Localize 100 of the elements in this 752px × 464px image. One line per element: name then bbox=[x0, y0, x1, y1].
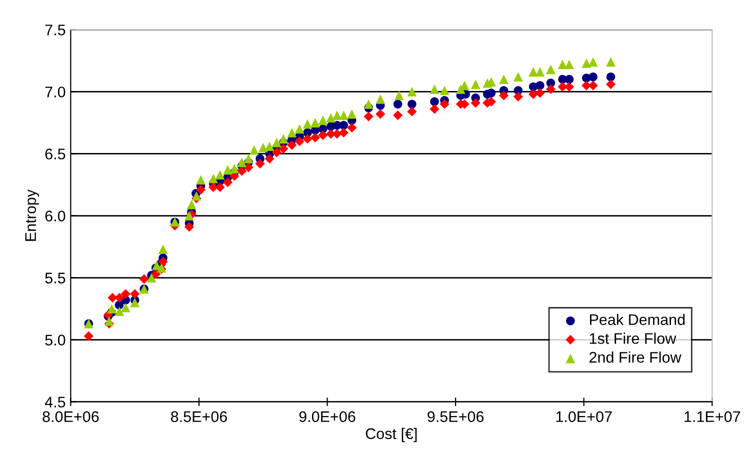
point bbox=[107, 304, 116, 314]
point bbox=[588, 80, 598, 90]
point bbox=[272, 148, 282, 158]
point bbox=[564, 60, 574, 70]
x-tick-label: 9.5E+06 bbox=[428, 411, 484, 422]
point bbox=[588, 57, 598, 67]
point bbox=[196, 184, 206, 195]
point bbox=[440, 99, 450, 109]
point bbox=[287, 140, 297, 150]
x-axis-title: Cost [€] bbox=[366, 428, 417, 442]
point bbox=[278, 134, 288, 144]
point bbox=[151, 269, 161, 279]
point bbox=[332, 110, 342, 120]
point bbox=[440, 86, 450, 96]
point bbox=[393, 100, 402, 109]
point bbox=[114, 306, 124, 316]
point bbox=[430, 84, 440, 94]
legend-label: Peak Demand bbox=[590, 314, 685, 326]
point bbox=[407, 106, 417, 116]
point bbox=[287, 128, 297, 138]
y-tick-label: 6.5 bbox=[45, 148, 66, 160]
point bbox=[108, 292, 118, 302]
point bbox=[393, 110, 403, 120]
point bbox=[364, 99, 374, 109]
point bbox=[215, 182, 225, 192]
point bbox=[222, 177, 233, 188]
point bbox=[302, 119, 312, 129]
point bbox=[146, 273, 156, 282]
point bbox=[264, 154, 274, 164]
point bbox=[294, 124, 304, 134]
point bbox=[294, 136, 304, 146]
point bbox=[364, 112, 374, 122]
point bbox=[582, 58, 592, 68]
point bbox=[237, 166, 247, 176]
point bbox=[244, 162, 254, 172]
point bbox=[310, 118, 320, 128]
point bbox=[407, 87, 417, 96]
point bbox=[120, 289, 130, 299]
point bbox=[332, 129, 342, 139]
point bbox=[104, 316, 114, 326]
point bbox=[588, 72, 598, 82]
point bbox=[186, 200, 196, 210]
point bbox=[347, 122, 357, 132]
point bbox=[244, 154, 254, 164]
point bbox=[606, 57, 616, 67]
point bbox=[84, 331, 94, 341]
point bbox=[564, 82, 574, 92]
point bbox=[430, 97, 439, 106]
point bbox=[408, 100, 416, 109]
y-tick-label: 6.0 bbox=[45, 210, 66, 222]
point bbox=[278, 144, 288, 154]
y-tick-label: 7.5 bbox=[45, 24, 66, 36]
point bbox=[249, 145, 259, 155]
point bbox=[528, 89, 538, 100]
point bbox=[158, 244, 168, 254]
point bbox=[546, 84, 556, 94]
point bbox=[302, 134, 312, 144]
point bbox=[310, 132, 320, 142]
point bbox=[326, 113, 336, 122]
x-tick-label: 1.0E+07 bbox=[556, 411, 612, 422]
point bbox=[120, 302, 130, 312]
point bbox=[258, 142, 268, 152]
y-tick-label: 7.0 bbox=[45, 86, 66, 98]
point bbox=[196, 175, 206, 184]
point bbox=[130, 289, 140, 299]
point bbox=[237, 158, 247, 168]
point bbox=[192, 191, 202, 201]
point bbox=[339, 120, 348, 130]
point bbox=[230, 164, 240, 174]
point bbox=[255, 158, 265, 168]
y-axis-title: Entropy bbox=[25, 189, 40, 241]
point bbox=[184, 222, 194, 232]
x-tick-label: 8.5E+06 bbox=[170, 411, 227, 422]
point bbox=[272, 138, 282, 148]
point bbox=[184, 211, 194, 220]
point bbox=[376, 94, 386, 104]
point bbox=[513, 92, 523, 102]
point bbox=[318, 116, 328, 125]
legend-label: 1st Fire Flow bbox=[590, 332, 676, 344]
point bbox=[208, 174, 218, 184]
y-tick-label: 5.5 bbox=[45, 272, 66, 284]
point bbox=[264, 142, 274, 152]
point bbox=[338, 128, 349, 138]
y-tick-label: 4.5 bbox=[44, 396, 66, 408]
x-tick-label: 1.1E+07 bbox=[684, 411, 740, 422]
point bbox=[114, 292, 124, 302]
point bbox=[139, 274, 149, 284]
legend-label: 2nd Fire Flow bbox=[590, 352, 682, 363]
point bbox=[430, 104, 440, 114]
point bbox=[376, 109, 386, 119]
point bbox=[338, 110, 348, 120]
x-tick-label: 8.0E+06 bbox=[42, 411, 99, 422]
point bbox=[606, 79, 616, 90]
point bbox=[513, 72, 523, 82]
point bbox=[318, 130, 328, 140]
point bbox=[564, 74, 574, 84]
point bbox=[130, 298, 140, 308]
point bbox=[558, 82, 568, 92]
point bbox=[536, 81, 544, 90]
point bbox=[394, 90, 404, 100]
